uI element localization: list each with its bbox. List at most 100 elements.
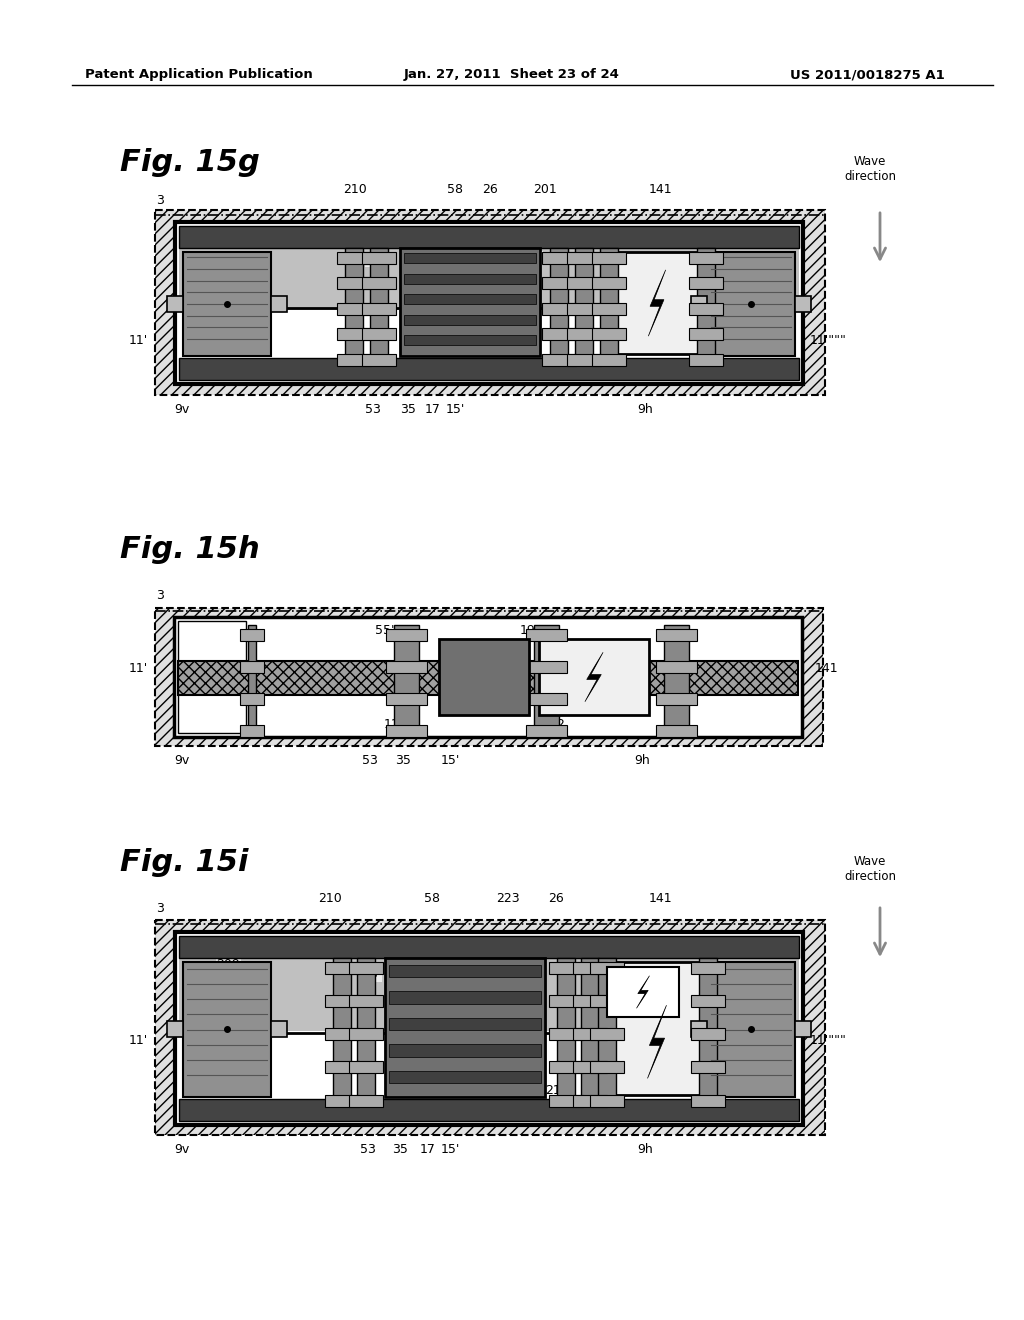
Bar [656, 693, 697, 705]
Bar [567, 252, 601, 264]
Bar [333, 958, 351, 1100]
Bar [362, 304, 396, 315]
Text: 20: 20 [232, 718, 248, 731]
Text: 15': 15' [440, 1143, 460, 1156]
Text: 35: 35 [392, 1143, 408, 1156]
Text: 15': 15' [440, 754, 460, 767]
Text: 55': 55' [375, 623, 394, 636]
Bar [389, 991, 541, 1005]
Text: 7': 7' [632, 289, 644, 301]
Bar [183, 962, 271, 1097]
Bar [370, 248, 388, 358]
Polygon shape [637, 975, 649, 1008]
Bar [389, 1044, 541, 1057]
Bar [707, 962, 795, 1097]
Bar [178, 661, 798, 694]
Bar [656, 630, 697, 642]
Bar [573, 995, 607, 1007]
Text: 35: 35 [395, 754, 411, 767]
Bar [179, 958, 799, 1031]
Bar [689, 304, 723, 315]
Text: 9v: 9v [174, 1143, 189, 1156]
Text: 9v: 9v [174, 403, 189, 416]
Bar [240, 630, 264, 642]
Text: 11'""": 11'""" [810, 1034, 847, 1047]
Text: 53: 53 [366, 403, 381, 416]
Text: Jan. 27, 2011  Sheet 23 of 24: Jan. 27, 2011 Sheet 23 of 24 [404, 69, 620, 81]
Bar [557, 958, 575, 1100]
Bar [349, 962, 383, 974]
Bar [691, 296, 707, 312]
Bar [573, 962, 607, 974]
Bar [179, 936, 799, 958]
Text: 20: 20 [230, 363, 246, 376]
Bar [389, 965, 541, 977]
Bar [699, 958, 717, 1100]
Bar [592, 304, 626, 315]
Bar [542, 304, 575, 315]
Text: 35: 35 [400, 403, 416, 416]
Text: 195: 195 [518, 252, 542, 264]
Bar [605, 252, 710, 354]
Text: Patent Application Publication: Patent Application Publication [85, 69, 312, 81]
Text: 201: 201 [534, 183, 557, 195]
Bar [549, 962, 583, 974]
Bar [337, 327, 371, 341]
Bar [404, 315, 536, 325]
Bar [689, 354, 723, 366]
Bar [337, 277, 371, 289]
Text: 26: 26 [548, 892, 564, 906]
Bar [691, 1028, 725, 1040]
Bar [386, 661, 427, 673]
Bar [590, 1096, 624, 1107]
Bar [325, 995, 359, 1007]
Bar [240, 693, 264, 705]
Bar [345, 248, 362, 358]
Polygon shape [647, 1006, 667, 1078]
Bar [155, 609, 823, 746]
Text: 58: 58 [447, 183, 463, 195]
Bar [179, 226, 799, 248]
Text: US 2011/0018275 A1: US 2011/0018275 A1 [791, 69, 945, 81]
Text: 7': 7' [206, 289, 218, 301]
Bar [526, 630, 567, 642]
Text: 17: 17 [420, 1143, 436, 1156]
Text: 9h: 9h [637, 1143, 653, 1156]
Text: 9v: 9v [174, 754, 189, 767]
Text: 141: 141 [815, 661, 839, 675]
Bar [573, 1028, 607, 1040]
Text: 21: 21 [545, 1084, 561, 1097]
Bar [567, 354, 601, 366]
Bar [174, 616, 802, 737]
Text: 55': 55' [366, 253, 385, 267]
Text: 223: 223 [497, 892, 520, 906]
Bar [175, 932, 803, 1125]
Bar [325, 1096, 359, 1107]
Text: 55': 55' [362, 969, 382, 982]
Bar [689, 327, 723, 341]
Bar [592, 252, 626, 264]
Bar [362, 327, 396, 341]
Text: 58: 58 [424, 892, 440, 906]
Bar [248, 624, 256, 729]
Bar [590, 995, 624, 1007]
Text: 26: 26 [482, 183, 498, 195]
Text: Wave
direction: Wave direction [844, 154, 896, 183]
Bar [325, 962, 359, 974]
Bar [592, 327, 626, 341]
Text: 11'""": 11'""" [810, 334, 847, 346]
Text: 3: 3 [156, 589, 164, 602]
Bar [567, 277, 601, 289]
Bar [386, 693, 427, 705]
Bar [178, 620, 246, 733]
Bar [240, 661, 264, 673]
Bar [549, 995, 583, 1007]
Bar [439, 639, 529, 715]
Text: 53: 53 [360, 1143, 376, 1156]
Bar [394, 624, 419, 729]
Bar [795, 296, 811, 312]
Bar [539, 639, 649, 715]
Bar [526, 725, 567, 737]
Bar [691, 1020, 707, 1038]
Polygon shape [585, 652, 603, 702]
